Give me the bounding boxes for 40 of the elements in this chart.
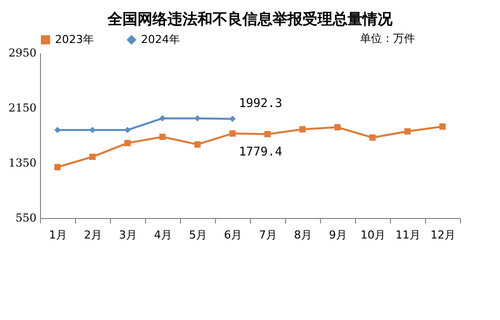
y-tick-label: 2950 xyxy=(8,46,36,60)
point xyxy=(404,128,411,135)
x-tick-label: 8月 xyxy=(294,228,312,242)
point xyxy=(334,124,341,130)
text: 单位：万件 xyxy=(360,32,415,45)
point xyxy=(439,123,446,130)
point xyxy=(194,115,201,122)
annotation: 1992.3 xyxy=(238,96,282,110)
y-tick-label: 550 xyxy=(16,212,36,224)
point xyxy=(229,116,236,122)
point xyxy=(299,126,306,132)
legend-label: 2024年 xyxy=(141,32,180,46)
x-tick-label: 1月 xyxy=(49,228,67,242)
point xyxy=(124,140,131,146)
y-tick-label: 1350 xyxy=(8,156,36,170)
x-tick-label: 5月 xyxy=(189,228,207,242)
point xyxy=(194,141,201,148)
point xyxy=(124,126,131,134)
chart-title: 全国网络违法和不良信息举报受理总量情况 xyxy=(106,10,394,28)
point xyxy=(264,130,271,138)
point xyxy=(159,115,166,122)
point xyxy=(54,164,61,170)
x-tick-label: 9月 xyxy=(329,228,347,242)
point xyxy=(159,134,166,140)
x-tick-label: 7月 xyxy=(259,228,277,242)
y-tick-label: 2150 xyxy=(8,102,36,114)
x-tick-label: 3月 xyxy=(119,228,137,242)
x-tick-label: 10月 xyxy=(360,228,386,242)
x-tick-label: 12月 xyxy=(430,228,456,242)
annotation: 1779.4 xyxy=(238,144,282,158)
point xyxy=(54,126,61,134)
x-tick-label: 4月 xyxy=(154,228,172,242)
x-tick-label: 11月 xyxy=(396,228,420,242)
legend-label: 2023年 xyxy=(55,32,94,46)
point xyxy=(369,134,376,141)
x-tick-label: 2月 xyxy=(84,228,102,242)
point xyxy=(89,154,96,160)
point xyxy=(89,126,96,134)
x-tick-label: 6月 xyxy=(224,228,242,242)
point xyxy=(229,130,236,137)
